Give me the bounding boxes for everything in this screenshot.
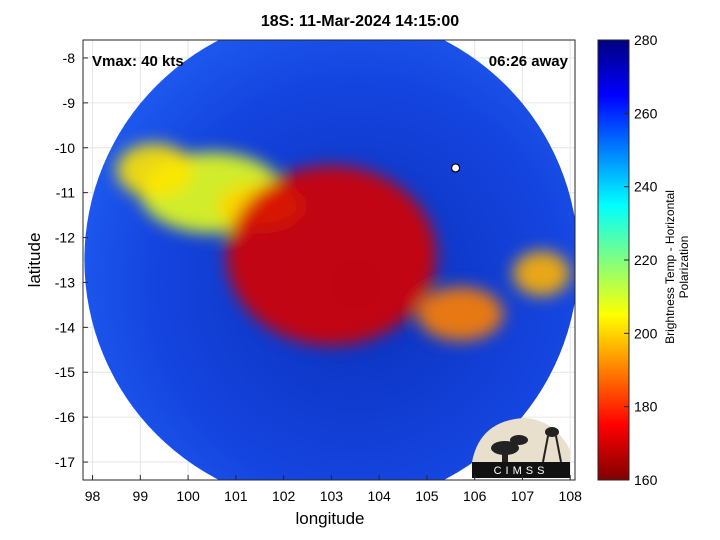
brightness-field <box>226 165 437 346</box>
colorbar-tick-label: 280 <box>634 32 658 48</box>
x-tick-label: 105 <box>415 488 439 504</box>
colorbar-tick-label: 220 <box>634 252 658 268</box>
y-tick-label: -8 <box>63 50 76 66</box>
brightness-field-layer <box>116 143 571 346</box>
x-tick-label: 108 <box>559 488 583 504</box>
x-tick-label: 100 <box>176 488 200 504</box>
x-axis-label: longitude <box>295 509 365 528</box>
vmax-label: Vmax: 40 kts <box>92 53 184 70</box>
y-tick-label: -14 <box>55 319 75 335</box>
y-tick-label: -16 <box>55 409 75 425</box>
x-axis-ticks: 98 99 100 101 102 103 104 105 106 107 108 <box>85 475 582 504</box>
colorbar-tick-label: 240 <box>634 179 658 195</box>
x-tick-label: 102 <box>272 488 296 504</box>
x-tick-label: 104 <box>367 488 391 504</box>
y-axis-label: latitude <box>25 232 44 288</box>
brightness-field <box>512 251 571 296</box>
colorbar <box>597 39 630 481</box>
time-away-label: 06:26 away <box>488 53 568 70</box>
plot-frame <box>82 39 576 481</box>
y-tick-label: -9 <box>63 95 76 111</box>
colorbar-tick-label: 160 <box>634 472 658 488</box>
x-tick-label: 99 <box>133 488 149 504</box>
y-tick-label: -13 <box>55 274 75 290</box>
y-tick-label: -12 <box>55 230 75 246</box>
colorbar-ticks: 280 260 240 220 200 180 160 <box>624 32 658 488</box>
x-tick-label: 98 <box>85 488 101 504</box>
colorbar-tick-label: 260 <box>634 105 658 121</box>
x-tick-label: 106 <box>463 488 487 504</box>
storm-center-dot <box>450 163 461 173</box>
x-tick-label: 101 <box>224 488 248 504</box>
chart-title: 18S: 11-Mar-2024 14:15:00 <box>260 13 460 30</box>
y-tick-label: -15 <box>55 364 75 380</box>
y-tick-label: -17 <box>55 454 75 470</box>
x-tick-label: 103 <box>320 488 344 504</box>
colorbar-tick-label: 180 <box>634 399 658 415</box>
colorbar-label: Brightness Temp - Horizontal Polarizatio… <box>663 190 691 344</box>
storm-center-marker <box>450 163 461 173</box>
y-tick-label: -10 <box>55 140 75 156</box>
y-tick-label: -11 <box>56 185 75 201</box>
logo-text: CIMSS <box>494 465 549 477</box>
brightness-field <box>417 286 504 341</box>
brightness-field <box>116 143 193 198</box>
colorbar-tick-label: 200 <box>634 325 658 341</box>
cimss-logo: CIMSS <box>472 418 570 478</box>
y-axis-ticks: -8 -9 -10 -11 -12 -13 -14 -15 -16 -17 <box>55 50 88 470</box>
x-tick-label: 107 <box>511 488 535 504</box>
